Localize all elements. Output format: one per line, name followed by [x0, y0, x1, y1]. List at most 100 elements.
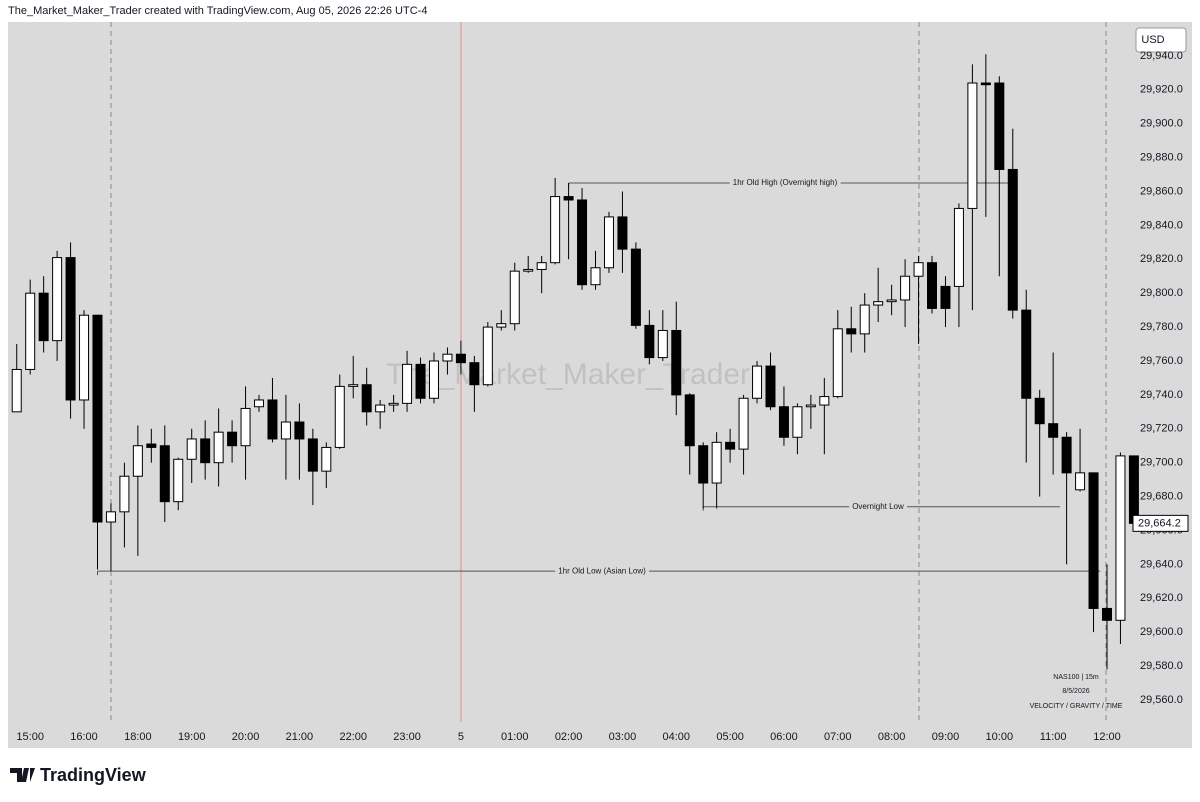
x-tick-label: 16:00 [70, 731, 98, 743]
currency-box[interactable] [1135, 27, 1187, 53]
x-tick-label: 08:00 [878, 731, 906, 743]
candle-body [361, 384, 372, 413]
x-tick-label: 07:00 [824, 731, 852, 743]
candle-body [469, 362, 480, 386]
candle-body [644, 324, 655, 359]
x-tick-label: 10:00 [986, 731, 1014, 743]
candle-body [482, 326, 493, 386]
x-tick-label: 23:00 [393, 731, 421, 743]
level-label: 1hr Old Low (Asian Low) [558, 566, 646, 575]
candle-body [927, 262, 938, 309]
y-tick-label: 29,820.0 [1140, 253, 1183, 265]
candle-body [334, 385, 345, 448]
y-tick-label: 29,780.0 [1140, 321, 1183, 333]
candle-body [38, 292, 49, 342]
x-tick-label: 04:00 [663, 731, 691, 743]
candle-body [25, 292, 36, 370]
candle-body [186, 438, 197, 460]
candle-body [1034, 397, 1045, 425]
symbol-info: NAS100 | 15m [1053, 674, 1099, 681]
brand-logo: TradingView [10, 765, 147, 785]
x-tick-label: 18:00 [124, 731, 152, 743]
candle-body [119, 475, 130, 513]
last-price-tag [1132, 514, 1189, 532]
y-tick-label: 29,840.0 [1140, 219, 1183, 231]
candle-body [778, 406, 789, 438]
candle-body [1128, 455, 1139, 524]
y-tick-label: 29,860.0 [1140, 185, 1183, 197]
y-tick-label: 29,700.0 [1140, 457, 1183, 469]
candle-body [617, 216, 628, 250]
candle-body [442, 353, 453, 362]
candle-body [900, 275, 911, 301]
candle-body [805, 404, 816, 408]
y-tick-label: 29,760.0 [1140, 355, 1183, 367]
candle-body [1075, 472, 1086, 491]
candle-body [550, 196, 561, 264]
x-tick-label: 06:00 [770, 731, 798, 743]
candle-body [1088, 472, 1099, 609]
candle-body [1007, 168, 1018, 311]
currency[interactable]: USD [1141, 34, 1164, 46]
last-price-label: 29,664.2 [1138, 517, 1181, 529]
y-tick-label: 29,600.0 [1140, 626, 1183, 638]
level-label: 1hr Old High (Overnight high) [733, 178, 838, 187]
x-tick-label: 21:00 [286, 731, 314, 743]
candle-body [79, 314, 90, 401]
level-label-bg [555, 566, 650, 576]
candle-body [173, 458, 184, 503]
candle-body [321, 446, 332, 472]
candle-body [873, 301, 884, 306]
y-tick-label: 29,940.0 [1140, 50, 1183, 62]
candle-body [698, 445, 709, 484]
candle-body [752, 365, 763, 399]
x-tick-label: 20:00 [232, 731, 260, 743]
candle-body [348, 384, 359, 387]
watermark: The_Market_Maker_Trader [386, 358, 750, 391]
candle-body [375, 404, 386, 413]
candle-body [213, 431, 224, 464]
candle-body [267, 399, 278, 440]
candle-body [307, 438, 318, 472]
candle-body [402, 363, 413, 404]
candle-body [832, 328, 843, 398]
y-tick-label: 29,580.0 [1140, 660, 1183, 672]
candle-body [657, 329, 668, 359]
x-tick-label: 15:00 [16, 731, 44, 743]
candle-body [455, 353, 466, 364]
candle-body [496, 323, 507, 328]
candle-body [132, 445, 143, 477]
candle-body [671, 329, 682, 396]
brand: TradingView [40, 765, 147, 785]
x-tick-label: 02:00 [555, 731, 583, 743]
y-tick-label: 29,880.0 [1140, 151, 1183, 163]
candle-body [1021, 309, 1032, 399]
x-tick-label: 09:00 [932, 731, 960, 743]
candle-body [254, 399, 265, 408]
level-label-bg [729, 178, 841, 188]
candle-body [240, 407, 251, 447]
candle-body [388, 402, 399, 406]
candle-body [590, 267, 601, 286]
candle-body [913, 262, 924, 277]
candle-body [886, 299, 897, 303]
candle-body [536, 262, 547, 270]
candle-body [52, 257, 63, 342]
y-tick-label: 29,640.0 [1140, 558, 1183, 570]
candle-body [738, 397, 749, 450]
y-tick-label: 29,560.0 [1140, 694, 1183, 706]
candle-body [92, 314, 103, 523]
x-tick-label: 05:00 [716, 731, 744, 743]
candle-body [1048, 423, 1059, 438]
candle-body [280, 421, 291, 440]
x-tick-label: 11:00 [1040, 731, 1067, 743]
candle-body [994, 82, 1005, 170]
header: The_Market_Maker_Trader created with Tra… [8, 5, 427, 17]
x-tick-label: 12:00 [1093, 731, 1121, 743]
y-tick-label: 29,680.0 [1140, 490, 1183, 502]
candle-body [200, 438, 211, 464]
candle-body [1061, 436, 1072, 474]
candle-body [953, 207, 964, 287]
candle-body [146, 443, 157, 448]
candle-body [509, 270, 520, 325]
